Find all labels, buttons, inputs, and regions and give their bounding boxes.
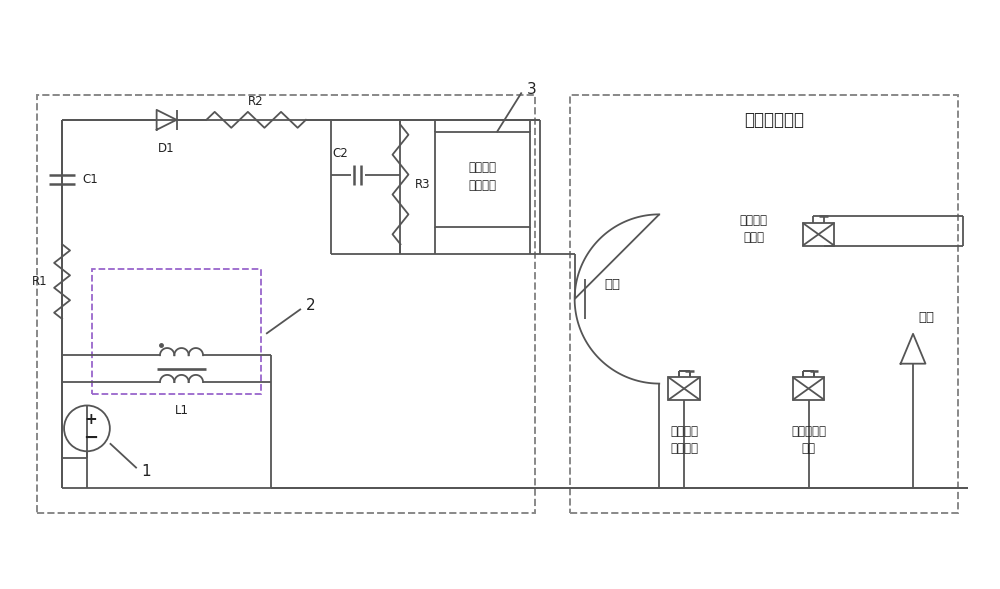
Bar (793, 377, 824, 400)
Text: 星载遥感
测量装置: 星载遥感 测量装置 (469, 161, 497, 192)
Bar (570, 95, 958, 513)
Bar (668, 377, 700, 400)
Text: +: + (84, 412, 97, 428)
Text: 3: 3 (527, 82, 536, 97)
Text: R2: R2 (248, 95, 264, 108)
Text: 附加线圈
励磁电源: 附加线圈 励磁电源 (670, 425, 698, 455)
Text: 1: 1 (142, 464, 151, 479)
Bar (435, 133, 530, 227)
Text: D1: D1 (158, 142, 175, 155)
Bar (92, 269, 261, 393)
Text: 2: 2 (306, 299, 316, 313)
Text: 阳极: 阳极 (605, 277, 621, 290)
Bar (803, 223, 834, 246)
Text: C1: C1 (82, 173, 98, 186)
Text: L1: L1 (175, 404, 189, 417)
Text: 内线圈励磁
电源: 内线圈励磁 电源 (791, 425, 826, 455)
Text: C2: C2 (332, 147, 348, 160)
Text: 阴极: 阴极 (918, 311, 934, 324)
Text: R1: R1 (32, 275, 48, 288)
Text: 外线圈励
磁电源: 外线圈励 磁电源 (740, 214, 768, 244)
Text: R3: R3 (415, 178, 430, 191)
Text: 霍尔电推力器: 霍尔电推力器 (744, 111, 804, 129)
Bar (37, 95, 535, 513)
Text: −: − (83, 429, 98, 447)
